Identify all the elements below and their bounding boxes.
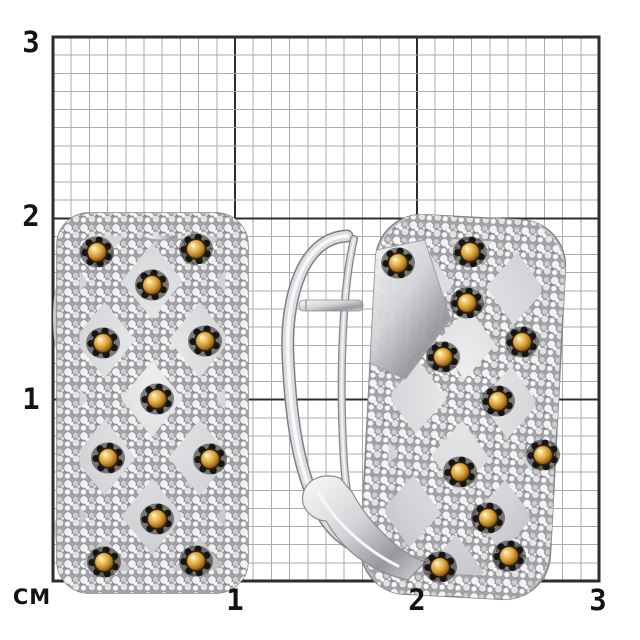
ruler-tick-left-1: 1 <box>22 382 40 416</box>
ruler-tick-left-2: 2 <box>22 199 40 233</box>
cognac-diamond <box>135 269 169 301</box>
cognac-diamond <box>193 443 227 475</box>
omega-clip-lever <box>301 475 427 581</box>
cognac-diamond <box>453 236 487 268</box>
cognac-diamond <box>450 287 484 319</box>
cognac-diamond <box>426 341 460 373</box>
ruler-tick-bottom-3: 3 <box>589 583 607 617</box>
cognac-diamond <box>471 502 505 534</box>
cognac-diamond <box>526 439 560 471</box>
ruler-unit-label: СМ <box>12 585 52 609</box>
cognac-diamond <box>80 236 114 268</box>
cognac-diamond <box>179 233 213 265</box>
earring-post <box>298 299 364 312</box>
cognac-diamond <box>481 385 515 417</box>
cognac-diamond <box>443 456 477 488</box>
cognac-diamond <box>505 326 539 358</box>
cognac-diamond <box>91 442 125 474</box>
cognac-diamond <box>87 546 121 578</box>
cognac-diamond <box>140 503 174 535</box>
cognac-diamond <box>140 383 174 415</box>
cognac-diamond <box>492 540 526 572</box>
cognac-diamond <box>381 247 415 279</box>
cognac-diamond <box>188 325 222 357</box>
cognac-diamond <box>179 545 213 577</box>
cognac-diamond <box>423 551 457 583</box>
ruler-tick-bottom-2: 2 <box>408 583 426 617</box>
ruler-tick-left-3: 3 <box>22 25 40 59</box>
cognac-diamond <box>86 327 120 359</box>
ruler-tick-bottom-1: 1 <box>226 583 244 617</box>
